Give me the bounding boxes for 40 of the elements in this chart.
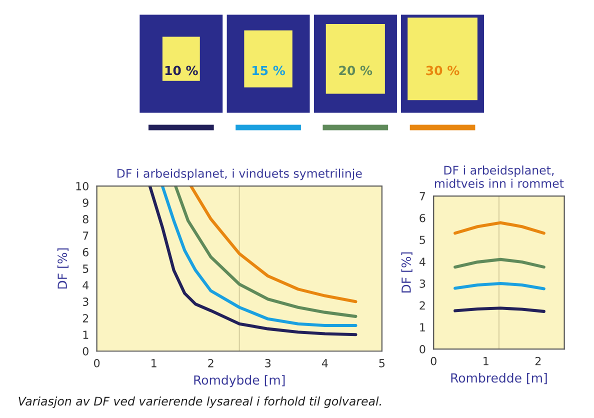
x-tick-label: 3 bbox=[265, 358, 271, 368]
y-tick-label: 0 bbox=[420, 345, 426, 354]
y-tick-label: 10 bbox=[76, 182, 88, 190]
x-axis-title: Romdybde [m] bbox=[194, 375, 285, 388]
y-tick-label: 5 bbox=[420, 236, 426, 244]
y-tick-label: 5 bbox=[82, 264, 88, 273]
y-tick-label: 9 bbox=[82, 198, 88, 207]
x-tick-label: 1 bbox=[484, 357, 488, 366]
text: 30 % bbox=[426, 66, 460, 76]
chart-title: DF i arbeidsplanet, i vinduets symetrilinje bbox=[117, 168, 362, 180]
y-axis-title: DF [%] bbox=[401, 252, 412, 293]
line-series bbox=[189, 186, 358, 304]
x-tick-label: 4 bbox=[322, 359, 328, 368]
x-axis-title: Rombredde [m] bbox=[451, 372, 547, 384]
x-tick-label: 0 bbox=[94, 358, 100, 368]
y-tick-label: 7 bbox=[83, 232, 88, 240]
y-tick-label: 2 bbox=[420, 301, 425, 310]
y-tick-label: 3 bbox=[420, 279, 426, 288]
text: Variasjon av DF ved varierende lysareal i forhold til golvareal. bbox=[18, 396, 381, 408]
y-tick-label: 6 bbox=[82, 248, 88, 256]
x-tick-label: 2 bbox=[208, 358, 214, 368]
y-tick-label: 1 bbox=[83, 330, 88, 339]
y-tick-label: 4 bbox=[419, 258, 426, 266]
y-tick-label: 6 bbox=[420, 214, 426, 222]
y-tick-label: 3 bbox=[82, 298, 88, 306]
x-tick-label: 0 bbox=[430, 356, 436, 366]
y-tick-label: 7 bbox=[420, 192, 426, 200]
text: 20 % bbox=[339, 66, 372, 76]
chart-title: DF i arbeidsplanet, midtveis inn i rommet bbox=[435, 166, 564, 188]
y-tick-label: 8 bbox=[82, 215, 88, 224]
text: 10 % bbox=[165, 66, 198, 76]
text: 15 % bbox=[252, 66, 286, 76]
x-tick-label: 5 bbox=[379, 359, 385, 368]
y-axis-title: DF [%] bbox=[57, 248, 69, 289]
x-tick-label: 2 bbox=[535, 356, 541, 366]
x-tick-label: 1 bbox=[152, 359, 156, 368]
y-tick-label: 1 bbox=[420, 323, 425, 332]
y-tick-label: 4 bbox=[82, 281, 89, 290]
y-tick-label: 2 bbox=[82, 314, 88, 322]
y-tick-label: 0 bbox=[82, 347, 88, 356]
